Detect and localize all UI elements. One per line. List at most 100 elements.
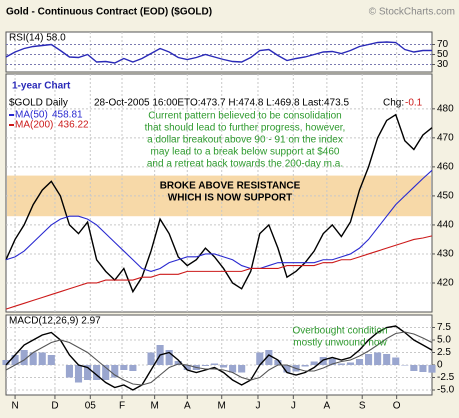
histogram-bar — [265, 350, 273, 365]
series-line — [5, 113, 433, 294]
y-tick-label: 460 — [437, 162, 454, 173]
histogram-bar — [410, 365, 418, 371]
legend-label: MA(50) — [15, 110, 48, 121]
annotation: and a retreat back towards the 200-day m… — [147, 159, 343, 170]
y-tick-label: 5.0 — [437, 335, 451, 346]
histogram-bar — [210, 363, 219, 365]
x-tick-label: F — [119, 401, 125, 412]
x-tick-label: J — [255, 401, 260, 412]
x-tick-label: O — [393, 401, 401, 412]
y-tick-label: -5.0 — [437, 385, 455, 396]
header-change: -0.1 — [405, 98, 423, 109]
header-ohlc: O:473.7 H:474.8 L:469.8 Last:473.5 — [190, 98, 349, 109]
histogram-bar — [274, 360, 282, 365]
x-tick-label: M — [218, 401, 226, 412]
panel-label: MACD(12,26,9) 2.97 — [9, 316, 101, 327]
series-line — [5, 235, 433, 310]
histogram-bar — [219, 365, 228, 368]
histogram-bar — [401, 365, 409, 366]
y-tick-label: 50 — [437, 49, 449, 60]
histogram-bar — [174, 361, 182, 365]
annotation: that should lead to further progress, ho… — [145, 123, 346, 134]
histogram-bar — [29, 352, 37, 365]
histogram-bar — [374, 352, 382, 365]
histogram-bar — [365, 354, 373, 365]
annotation: BROKE ABOVE RESISTANCE — [160, 181, 301, 192]
annotation: a dollar breakout above 90 - 91 on the i… — [147, 135, 343, 146]
histogram-bar — [74, 365, 83, 383]
x-tick-label: A — [324, 401, 331, 412]
histogram-bar — [84, 365, 92, 380]
x-tick-label: D — [51, 401, 58, 412]
histogram-bar — [346, 362, 354, 365]
histogram-bar — [428, 365, 436, 373]
histogram-bar — [319, 357, 327, 365]
histogram-bar — [11, 355, 19, 365]
histogram-bar — [93, 365, 101, 380]
x-tick-label: N — [11, 401, 18, 412]
histogram-bar — [392, 357, 400, 365]
histogram-bar — [65, 365, 73, 378]
histogram-bar — [129, 365, 137, 371]
chart-title: Gold - Continuous Contract (EOD) ($GOLD) — [6, 7, 212, 18]
annotation: mostly unwound now — [293, 338, 387, 349]
histogram-bar — [38, 352, 46, 365]
x-tick-label: A — [184, 401, 191, 412]
histogram-bar — [355, 359, 364, 365]
histogram-bar — [419, 365, 427, 372]
y-tick-label: 480 — [437, 103, 454, 114]
series-line — [5, 41, 432, 64]
series-line — [5, 169, 433, 272]
histogram-bar — [310, 361, 318, 365]
legend-label: MA(200) — [15, 120, 53, 131]
y-tick-label: 0 — [437, 360, 443, 371]
series-name: $GOLD Daily — [9, 98, 68, 109]
histogram-bar — [328, 358, 336, 365]
annotation: Current pattern believed to be consolida… — [148, 111, 341, 122]
annotation: WHICH IS NOW SUPPORT — [168, 193, 292, 204]
histogram-bar — [165, 350, 173, 365]
legend-value: 458.81 — [52, 110, 83, 121]
histogram-bar — [20, 350, 28, 365]
histogram-bar — [183, 365, 191, 370]
panel-label: RSI(14) 58.0 — [9, 33, 66, 44]
y-tick-label: 440 — [437, 220, 454, 231]
x-tick-label: 05 — [85, 401, 97, 412]
y-tick-label: 70 — [437, 39, 449, 50]
y-tick-label: 470 — [437, 132, 454, 143]
y-tick-label: 2.5 — [437, 347, 451, 358]
y-tick-label: 450 — [437, 191, 454, 202]
histogram-bar — [147, 352, 155, 365]
y-tick-label: 420 — [437, 278, 454, 289]
histogram-bar — [111, 365, 119, 378]
histogram-bar — [229, 365, 237, 373]
legend-value: 436.22 — [58, 120, 89, 131]
series-line — [5, 331, 433, 386]
histogram-bar — [238, 365, 246, 373]
y-tick-label: 430 — [437, 249, 454, 260]
subtitle: 1-year Chart — [12, 81, 71, 92]
x-tick-label: S — [359, 401, 366, 412]
histogram-bar — [301, 365, 309, 367]
y-tick-label: -2.5 — [437, 372, 455, 383]
histogram-bar — [256, 352, 264, 365]
header-date: 28-Oct-2005 16:00ET — [94, 98, 190, 109]
source: © StockCharts.com — [369, 7, 455, 18]
annotation: Overbought condition — [292, 326, 387, 337]
y-tick-label: 30 — [437, 59, 449, 70]
histogram-bar — [47, 355, 55, 365]
histogram-bar — [337, 363, 345, 365]
header-change-label: Chg: — [383, 98, 404, 109]
x-tick-label: J — [291, 401, 296, 412]
histogram-bar — [201, 365, 209, 366]
panel — [5, 31, 433, 73]
histogram-bar — [2, 360, 10, 365]
histogram-bar — [120, 365, 128, 370]
y-tick-label: 7.5 — [437, 322, 451, 333]
x-tick-label: M — [150, 401, 158, 412]
histogram-bar — [383, 354, 391, 365]
histogram-bar — [283, 365, 291, 373]
annotation: may lead to a break below support at $46… — [150, 147, 339, 158]
